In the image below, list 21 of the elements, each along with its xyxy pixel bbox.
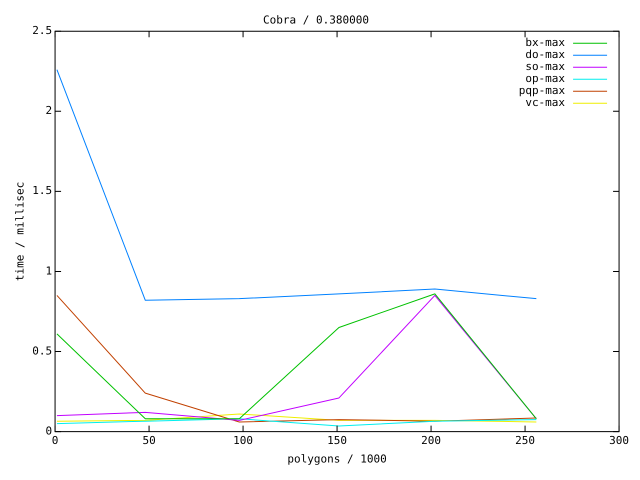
- x-tick-label: 250: [515, 434, 536, 448]
- x-tick-label: 150: [327, 434, 348, 448]
- x-tick-label: 200: [421, 434, 442, 448]
- legend-label: pqp-max: [518, 84, 566, 98]
- legend-label: do-max: [525, 48, 566, 62]
- y-tick-label: 2.5: [32, 24, 52, 38]
- x-axis-title: polygons / 1000: [287, 452, 387, 466]
- y-tick-label: 0.5: [32, 344, 52, 358]
- y-tick-label: 2: [45, 104, 52, 118]
- y-axis-title: time / millisec: [13, 182, 26, 282]
- y-tick-label: 1: [45, 264, 52, 278]
- x-tick-label: 100: [233, 434, 254, 448]
- legend-label: so-max: [525, 60, 566, 74]
- x-tick-label: 300: [609, 434, 630, 448]
- y-tick-label: 1.5: [32, 184, 52, 198]
- legend-label: op-max: [525, 72, 566, 86]
- x-tick-label: 50: [142, 434, 156, 448]
- legend-label: bx-max: [525, 36, 566, 50]
- y-tick-label: 0: [45, 424, 52, 438]
- legend-label: vc-max: [525, 96, 566, 110]
- chart-title: Cobra / 0.380000: [263, 13, 369, 26]
